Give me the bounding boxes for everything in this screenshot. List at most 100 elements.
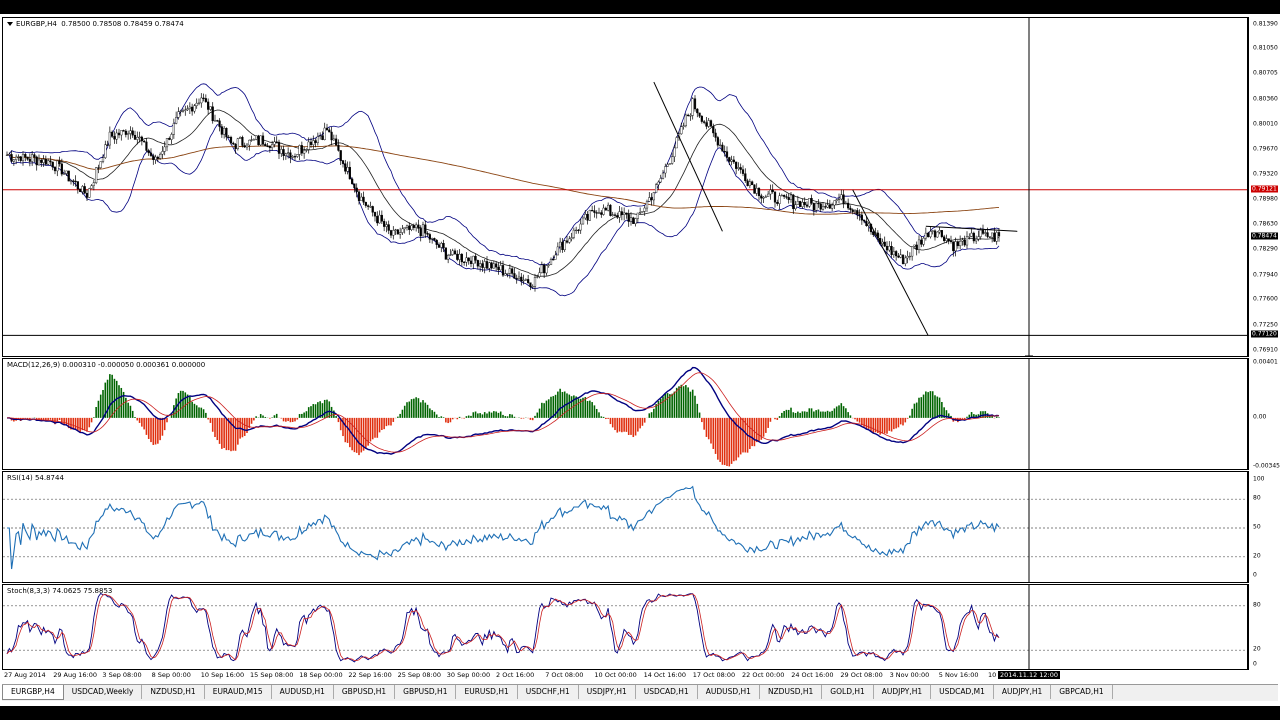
candle-body [152,155,155,160]
rsi-axis-label: 50 [1253,523,1261,531]
candle-body [721,144,724,152]
candle-body [344,163,347,172]
candle-body [156,156,159,159]
chart-tab[interactable]: USDCAD,M1 [931,685,994,699]
candle-body [783,195,786,197]
terminal-window: EURGBP,H4 0.78500 0.78508 0.78459 0.7847… [0,14,1280,706]
candle-body [232,142,235,145]
candle-body [595,212,598,214]
candle-body [696,108,699,114]
crosshair-icon [1025,352,1033,356]
chart-tab[interactable]: GBPCAD,H1 [1051,685,1113,699]
candle-body [387,224,390,231]
candle-body [35,156,38,166]
candle-body [520,276,523,282]
candle-body [202,97,205,99]
rsi-pane[interactable]: RSI(14) 54.8744 [2,471,1248,583]
candle-body [991,232,994,238]
candle-body [575,229,578,232]
candle-body [808,197,811,207]
chart-tab[interactable]: USDCHF,H1 [518,685,579,699]
candle-body [127,133,130,135]
candle-body [659,178,662,183]
candle-body [913,244,916,247]
candle-body [415,224,418,228]
candle-body [170,134,173,140]
candle-body [428,234,431,240]
candle-body [650,197,653,201]
candle-body [131,130,134,136]
chart-tab[interactable]: USDJPY,H1 [579,685,636,699]
chart-tab[interactable]: AUDJPY,H1 [874,685,932,699]
candle-body [776,201,779,204]
chart-tab[interactable]: USDCAD,H1 [636,685,698,699]
chart-tab[interactable]: EURUSD,H1 [456,685,518,699]
price-axis[interactable]: 0.81390 0.81050 0.80705 0.80360 0.80010 0.796… [1248,17,1280,357]
candle-body [632,217,635,224]
candle-body [796,201,799,205]
chart-tab[interactable]: EURGBP,H4 [2,685,64,700]
candle-body [881,241,884,244]
candle-body [168,138,171,140]
chart-tab[interactable]: NZDUSD,H1 [760,685,823,699]
candle-body [639,211,642,214]
candle-body [504,273,507,276]
candle-body [305,149,308,151]
candle-body [408,225,411,230]
candle-body [485,261,489,269]
candle-body [335,138,338,146]
candle-body [8,154,11,156]
candle-body [122,130,125,132]
trendline-down-2 [852,189,929,336]
chart-tab[interactable]: EURAUD,M15 [205,685,272,699]
candle-body [959,240,962,247]
candle-body [442,243,445,248]
candle-body [984,232,987,234]
price-axis-label: 0.81050 [1253,44,1278,52]
candle-body [588,210,591,221]
candle-body [993,232,996,242]
time-axis-label: 15 Sep 08:00 [250,671,294,679]
candle-body [433,238,436,241]
candle-body [552,259,555,261]
candle-body [5,154,9,156]
time-axis[interactable]: 27 Aug 2014 29 Aug 16:00 3 Sep 08:00 8 Sep … [2,670,1248,682]
candle-body [364,202,367,206]
price-chart-pane[interactable]: EURGBP,H4 0.78500 0.78508 0.78459 0.7847… [2,17,1248,357]
candle-body [117,132,121,136]
candle-body [579,223,582,231]
candle-body [513,273,516,279]
chart-tab[interactable]: NZDUSD,H1 [142,685,205,699]
chart-tab[interactable]: USDCAD,Weekly [64,685,143,699]
candle-body [227,136,230,139]
stoch-axis-label: 0 [1253,660,1257,668]
candle-body [981,229,985,234]
chart-tab[interactable]: AUDJPY,H1 [994,685,1052,699]
macd-svg [6,359,1030,469]
candle-body [785,196,788,198]
chart-tab[interactable]: AUDUSD,H1 [698,685,760,699]
candle-body [561,241,564,251]
chevron-down-icon[interactable] [7,22,13,26]
chart-tab[interactable]: GBPUSD,H1 [395,685,457,699]
candle-body [143,140,146,143]
macd-title: MACD(12,26,9) 0.000310 -0.000050 0.00036… [7,361,206,369]
candle-body [149,152,153,156]
candle-body [636,212,639,219]
chart-tab[interactable]: GOLD,H1 [822,685,874,699]
candle-body [840,194,843,200]
candle-body [435,239,438,245]
price-axis-label: 0.79320 [1253,170,1278,178]
time-axis-label: 29 Oct 08:00 [840,671,883,679]
candle-body [83,186,86,194]
candle-body [264,144,267,147]
chart-tab[interactable]: AUDUSD,H1 [272,685,334,699]
stoch-pane[interactable]: Stoch(8,3,3) 74.0625 75.8853 [2,584,1248,670]
chart-tab[interactable]: GBPUSD,H1 [334,685,396,699]
macd-pane[interactable]: MACD(12,26,9) 0.000310 -0.000050 0.00036… [2,358,1248,470]
candle-body [657,181,660,185]
candle-body [405,225,409,228]
chart-tabs: EURGBP,H4 USDCAD,Weekly NZDUSD,H1 EURAUD,M1… [2,684,1278,701]
stoch-axis-label: 80 [1253,601,1261,609]
candle-body [648,197,651,202]
